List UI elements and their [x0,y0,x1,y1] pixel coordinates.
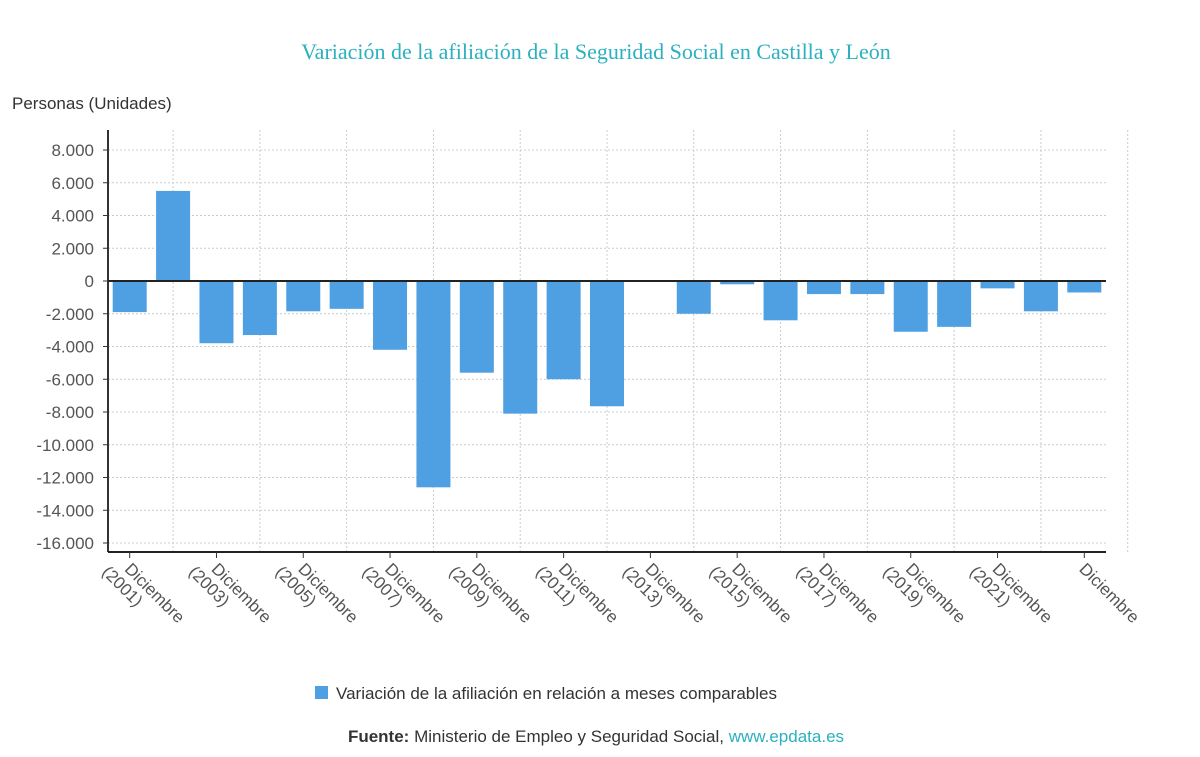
source-link[interactable]: www.epdata.es [728,727,844,746]
y-tick-label: -14.000 [36,501,94,520]
x-tick-label: Diciembre(2001) [98,549,188,639]
legend-swatch [315,686,328,699]
bar [1023,281,1058,312]
source-label: Fuente: [348,727,409,746]
bar [937,281,972,327]
chart-title: Variación de la afiliación de la Segurid… [301,39,891,64]
legend[interactable]: Variación de la afiliación en relación a… [315,684,777,703]
y-tick-label: -2.000 [46,305,94,324]
y-axis-ticks: 8.000 6.000 4.000 2.000 0 -2.000 -4.000 -6.000 -… [36,141,108,553]
x-tick-label: Diciembre(2011) [532,549,622,639]
bar [156,190,191,281]
x-axis-ticks: Diciembre(2001) Diciembre(2003) Diciembre(… [98,549,1143,639]
x-tick-label: Diciembre(2013) [619,549,709,639]
x-tick-label-line1: Diciembre [1075,559,1143,627]
y-tick-label: -4.000 [46,338,94,357]
bar [373,281,408,350]
bar [199,281,234,344]
x-tick-label: Diciembre(2017) [793,549,883,639]
y-axis-label: Personas (Unidades) [12,94,172,113]
bar [676,281,711,314]
bar [459,281,494,373]
bar [286,281,321,312]
bar [980,281,1015,289]
y-tick-label: 0 [85,272,94,291]
bar [850,281,885,295]
source-text: Ministerio de Empleo y Seguridad Social, [409,727,728,746]
source-line: Fuente: Ministerio de Empleo y Seguridad… [348,727,844,746]
bar [503,281,538,414]
bar [416,281,451,488]
x-tick-label: Diciembre(2005) [272,549,362,639]
y-tick-label: -12.000 [36,469,94,488]
y-tick-label: -10.000 [36,436,94,455]
bar [112,281,147,313]
legend-label: Variación de la afiliación en relación a… [336,684,777,703]
x-tick-label: Diciembre(2019) [879,549,969,639]
x-tick-label: Diciembre [1075,559,1143,627]
y-tick-label: 8.000 [51,141,94,160]
y-tick-label: -8.000 [46,403,94,422]
x-tick-label: Diciembre(2009) [445,549,535,639]
bar [806,281,841,295]
bar [763,281,798,321]
x-tick-label: Diciembre(2007) [359,549,449,639]
x-tick-label: Diciembre(2003) [185,549,275,639]
y-tick-label: -16.000 [36,534,94,553]
y-tick-label: 4.000 [51,207,94,226]
bars [112,190,1102,488]
x-tick-label: Diciembre(2015) [706,549,796,639]
bar [1067,281,1102,293]
y-tick-label: 6.000 [51,174,94,193]
axes [107,130,1106,553]
y-tick-label: 2.000 [51,239,94,258]
bar [329,281,364,309]
bar [590,281,624,407]
x-tick-label: Diciembre(2021) [966,549,1056,639]
bar [242,281,277,336]
bar [546,281,581,380]
y-tick-label: -6.000 [46,370,94,389]
bar [720,281,755,285]
bar [893,281,928,332]
